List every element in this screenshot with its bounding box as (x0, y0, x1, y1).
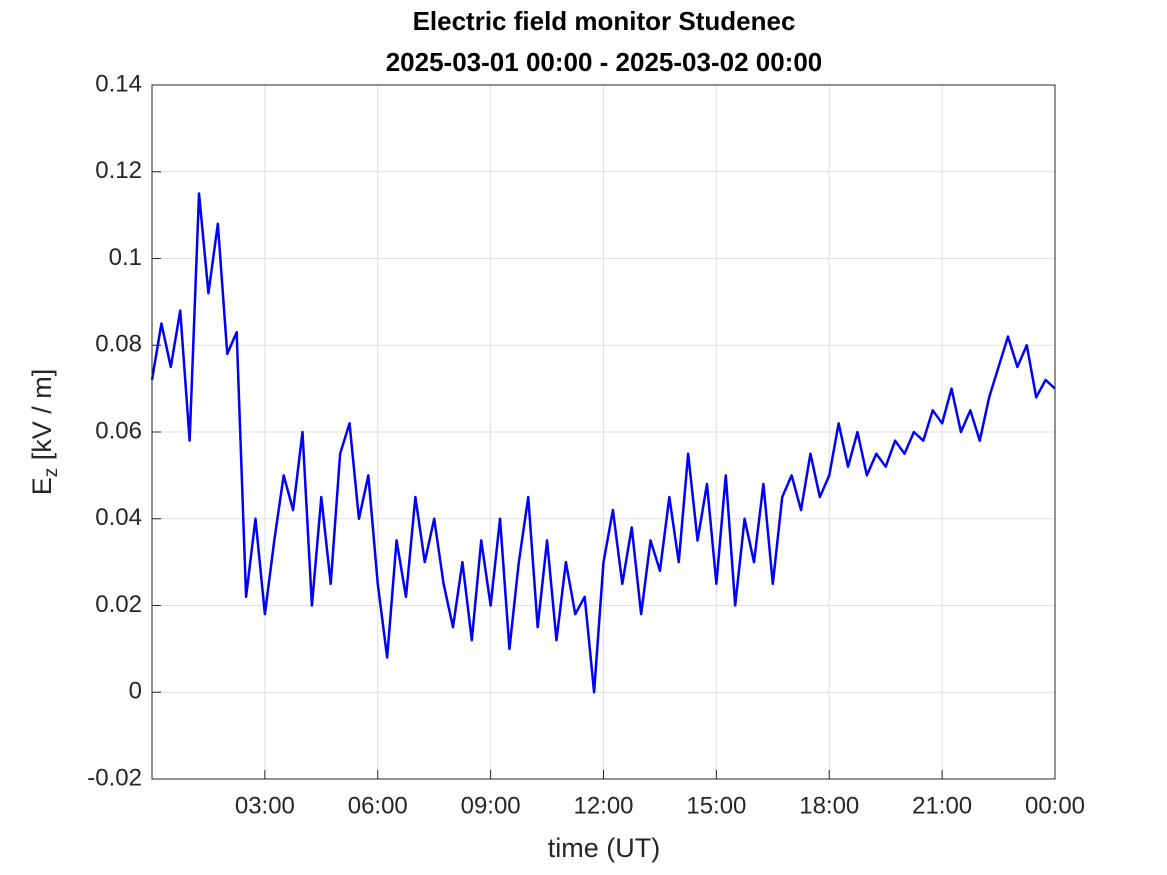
y-tick-label: 0.14 (95, 70, 142, 97)
plot-frame (151, 84, 1056, 780)
x-tick-label: 03:00 (235, 792, 295, 819)
y-label-rest: [kV / m] (27, 369, 57, 468)
y-label-sub: z (41, 468, 62, 478)
y-label-main: E (27, 477, 57, 495)
x-tick-label: 00:00 (1025, 792, 1085, 819)
y-tick-label: -0.02 (87, 764, 142, 791)
y-tick-label: 0.08 (95, 331, 142, 358)
x-tick-label: 15:00 (686, 792, 746, 819)
chart-title: Electric field monitor Studenec (413, 6, 796, 36)
x-axis-label: time (UT) (548, 833, 660, 863)
y-tick-label: 0.06 (95, 417, 142, 444)
y-tick-label: 0.1 (109, 244, 142, 271)
y-tick-label: 0 (129, 678, 142, 705)
y-axis-label: Ez [kV / m] (27, 369, 62, 496)
x-tick-label: 09:00 (461, 792, 521, 819)
data-line (150, 192, 1056, 694)
x-tick-label: 18:00 (799, 792, 859, 819)
x-tick-label: 06:00 (348, 792, 408, 819)
x-tick-label: 21:00 (912, 792, 972, 819)
y-tick-label: 0.12 (95, 157, 142, 184)
x-tick-label: 12:00 (573, 792, 633, 819)
y-tick-label: 0.04 (95, 504, 142, 531)
y-tick-label: 0.02 (95, 591, 142, 618)
chart-subtitle: 2025-03-01 00:00 - 2025-03-02 00:00 (386, 47, 823, 77)
